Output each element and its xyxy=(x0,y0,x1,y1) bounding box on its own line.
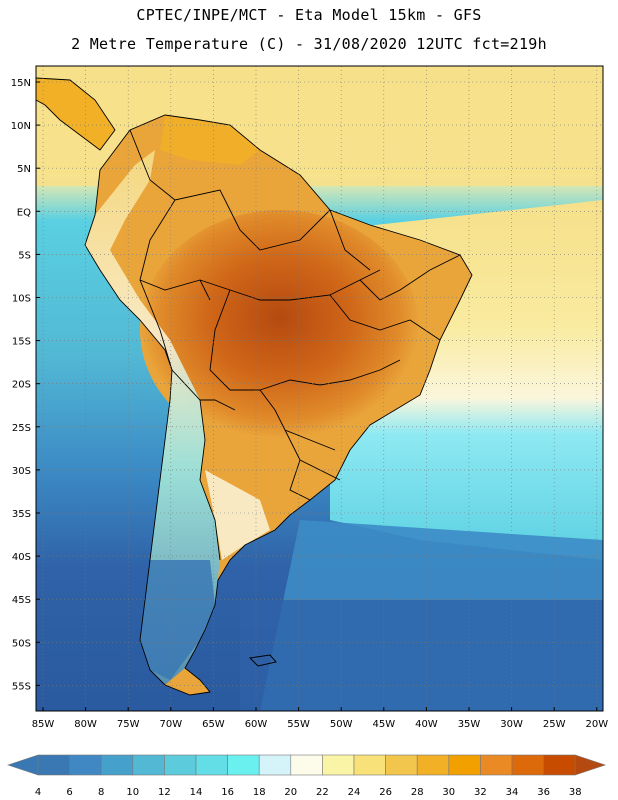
legend-color-box xyxy=(227,754,260,776)
lat-label: 20S xyxy=(12,380,31,391)
lat-label: 5S xyxy=(18,250,31,261)
lat-label: 30S xyxy=(12,466,31,477)
legend-tick-label: 4 xyxy=(35,787,41,798)
graticule xyxy=(36,66,603,711)
legend-tick-label: 26 xyxy=(379,787,392,798)
lat-label: EQ xyxy=(17,207,31,218)
lon-label: 80W xyxy=(74,719,97,730)
lat-label: 40S xyxy=(12,552,31,563)
lon-label: 25W xyxy=(543,719,566,730)
andes-cool-band xyxy=(85,150,220,685)
legend-tick-label: 6 xyxy=(66,787,72,798)
legend-color-box xyxy=(100,754,134,776)
legend-tick-label: 32 xyxy=(474,787,487,798)
legend-tick-label: 14 xyxy=(190,787,203,798)
legend-color-box xyxy=(416,754,450,776)
lon-label: 55W xyxy=(287,719,310,730)
legend-color-box xyxy=(322,754,355,776)
legend-color-box xyxy=(480,754,513,776)
central-america-landmass xyxy=(36,78,115,150)
legend-left-arrow xyxy=(7,754,39,776)
legend-color-box xyxy=(69,754,102,776)
legend-tick-label: 36 xyxy=(537,787,550,798)
legend-tick-label: 24 xyxy=(348,787,361,798)
legend-color-box xyxy=(290,754,323,776)
legend-color-box xyxy=(195,754,228,776)
legend-color-box xyxy=(353,754,386,776)
legend-color-box xyxy=(448,754,481,776)
lat-label: 15S xyxy=(12,337,31,348)
legend-right-arrow xyxy=(574,754,607,776)
legend-tick-label: 34 xyxy=(506,787,519,798)
lon-label: 50W xyxy=(330,719,353,730)
lat-label: 50S xyxy=(12,638,31,649)
lon-label: 40W xyxy=(415,719,438,730)
lon-label: 30W xyxy=(500,719,523,730)
legend-color-box xyxy=(385,754,418,776)
legend-tick-label: 30 xyxy=(442,787,455,798)
lat-label: 55S xyxy=(12,681,31,692)
lat-label: 5N xyxy=(17,164,31,175)
lat-label: 10S xyxy=(12,294,31,305)
lat-label: 45S xyxy=(12,595,31,606)
lon-label: 85W xyxy=(32,719,55,730)
map-frame xyxy=(35,65,604,712)
lon-label: 70W xyxy=(159,719,182,730)
legend-color-box xyxy=(164,754,197,776)
legend-color-box xyxy=(132,754,165,776)
lon-label: 20W xyxy=(585,719,608,730)
legend-tick-label: 20 xyxy=(284,787,297,798)
lat-label: 10N xyxy=(11,121,31,132)
legend-color-box xyxy=(37,754,70,776)
lon-label: 75W xyxy=(117,719,140,730)
legend-tick-label: 28 xyxy=(411,787,424,798)
legend-tick-label: 22 xyxy=(316,787,329,798)
title-line-2: 2 Metre Temperature (C) - 31/08/2020 12U… xyxy=(71,35,547,53)
legend-tick-label: 12 xyxy=(158,787,171,798)
lon-label: 45W xyxy=(372,719,395,730)
lat-label: 15N xyxy=(11,78,31,89)
legend-tick-label: 18 xyxy=(253,787,266,798)
lat-label: 25S xyxy=(12,423,31,434)
title-line-1: CPTEC/INPE/MCT - Eta Model 15km - GFS xyxy=(136,6,482,24)
color-scale-legend: 4 6 8 10 12 14 16 18 20 22 24 26 28 30 32 34 36 38 xyxy=(7,754,607,798)
lat-label: 35S xyxy=(12,509,31,520)
legend-tick-label: 8 xyxy=(98,787,104,798)
legend-tick-label: 10 xyxy=(126,787,139,798)
falkland-islands xyxy=(248,654,277,667)
legend-tick-label: 38 xyxy=(569,787,582,798)
lon-label: 65W xyxy=(202,719,225,730)
hot-interior-field xyxy=(140,210,420,450)
legend-color-box xyxy=(543,754,576,776)
lon-label: 35W xyxy=(458,719,481,730)
legend-color-box xyxy=(258,754,292,776)
country-borders xyxy=(36,77,473,696)
legend-tick-label: 16 xyxy=(221,787,234,798)
legend-color-box xyxy=(511,754,544,776)
lon-label: 60W xyxy=(245,719,268,730)
